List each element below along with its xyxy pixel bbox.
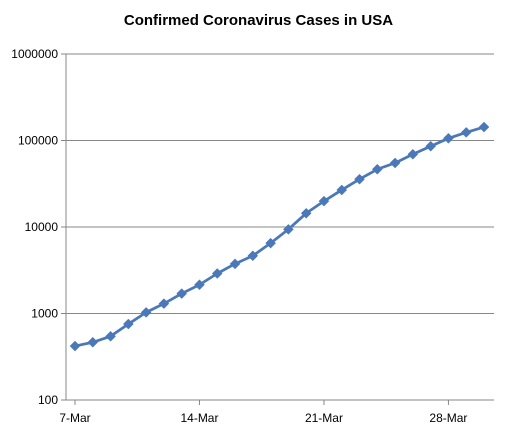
data-point [478, 121, 490, 133]
data-point [389, 157, 401, 169]
data-point [318, 195, 330, 207]
data-point [407, 148, 419, 160]
y-tick-label: 1000 [31, 307, 58, 321]
data-point [158, 298, 170, 309]
data-point [87, 336, 99, 348]
data-point [443, 132, 454, 144]
data-point [371, 163, 383, 175]
data-point [211, 268, 223, 279]
data-point [460, 127, 472, 138]
y-tick-label: 100000 [18, 134, 58, 148]
data-point [69, 340, 81, 352]
data-point [105, 330, 116, 342]
y-tick-label: 1000000 [11, 47, 58, 61]
x-tick-label: 21-Mar [305, 411, 343, 425]
x-tick-label: 28-Mar [429, 411, 467, 425]
data-point [122, 318, 134, 330]
data-point [247, 250, 259, 262]
data-point [425, 140, 437, 152]
y-tick-label: 10000 [25, 220, 59, 234]
data-point [283, 223, 294, 235]
data-point [336, 184, 348, 196]
data-point [229, 258, 241, 270]
data-point [140, 307, 152, 318]
x-tick-label: 7-Mar [59, 411, 90, 425]
x-tick-label: 14-Mar [180, 411, 218, 425]
data-point [194, 279, 205, 291]
data-point [176, 288, 188, 299]
chart-title: Confirmed Coronavirus Cases in USA [123, 12, 394, 29]
data-point [300, 207, 312, 219]
data-point [354, 173, 365, 185]
data-point [265, 237, 276, 249]
y-tick-label: 100 [38, 393, 58, 407]
